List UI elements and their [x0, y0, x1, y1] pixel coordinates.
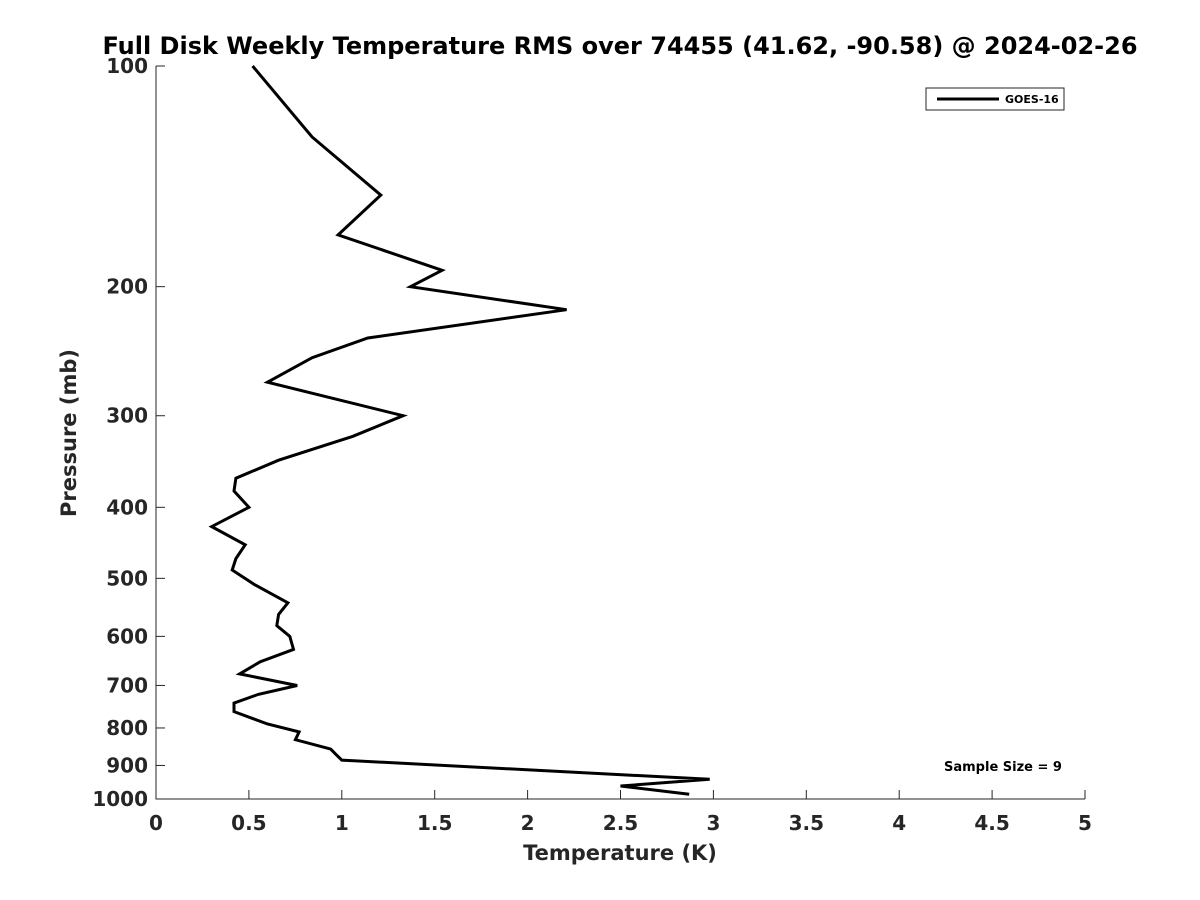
- y-tick-label: 400: [106, 495, 148, 519]
- x-tick-label: 0: [149, 811, 163, 835]
- y-tick-label: 900: [106, 753, 148, 777]
- y-tick-label: 300: [106, 404, 148, 428]
- x-tick-label: 2: [521, 811, 535, 835]
- x-tick-label: 1: [335, 811, 349, 835]
- x-tick-label: 1.5: [417, 811, 452, 835]
- series-line-goes-16: [208, 65, 710, 796]
- y-tick-label: 600: [106, 624, 148, 648]
- x-axis-label: Temperature (K): [523, 841, 717, 865]
- x-tick-label: 3.5: [789, 811, 824, 835]
- x-tick-label: 4: [892, 811, 906, 835]
- y-axis: 100 200 300 400 500 600 700 800 900 1000: [92, 54, 165, 811]
- y-tick-label: 800: [106, 716, 148, 740]
- chart-title: Full Disk Weekly Temperature RMS over 74…: [102, 32, 1137, 60]
- x-tick-label: 4.5: [974, 811, 1009, 835]
- y-tick-label: 100: [106, 54, 148, 78]
- x-tick-label: 0.5: [231, 811, 266, 835]
- y-tick-label: 500: [106, 566, 148, 590]
- sample-size-annotation: Sample Size = 9: [944, 760, 1062, 775]
- x-tick-label: 3: [706, 811, 720, 835]
- y-tick-label: 200: [106, 275, 148, 299]
- legend-label: GOES-16: [1005, 93, 1059, 106]
- y-tick-label: 1000: [92, 787, 148, 811]
- x-tick-label: 5: [1078, 811, 1092, 835]
- y-tick-label: 700: [106, 673, 148, 697]
- legend: GOES-16: [925, 87, 1065, 111]
- y-axis-label: Pressure (mb): [57, 349, 81, 517]
- x-axis: 0 0.5 1 1.5 2 2.5 3 3.5 4 4.5 5: [149, 790, 1092, 835]
- plot-area: 0 0.5 1 1.5 2 2.5 3 3.5 4 4.5 5 100 200 300 400 500 600…: [92, 54, 1092, 835]
- x-tick-label: 2.5: [603, 811, 638, 835]
